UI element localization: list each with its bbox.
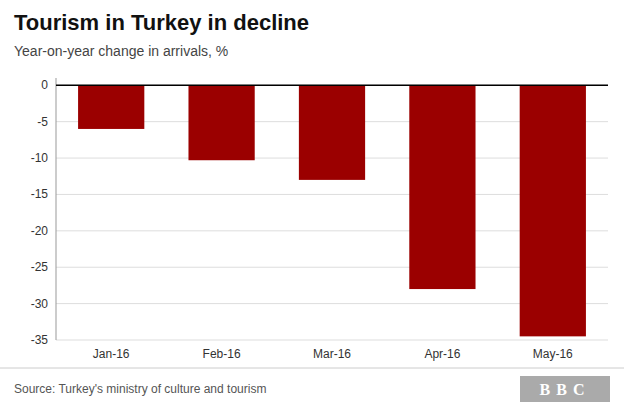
y-tick-label: -5 [37, 115, 48, 129]
bar [78, 85, 144, 129]
bar [520, 85, 586, 336]
y-tick-label: -15 [31, 187, 49, 201]
grid-line [56, 340, 608, 341]
title: Tourism in Turkey in decline [14, 10, 309, 35]
separator [0, 368, 624, 369]
subtitle: Year-on-year change in arrivals, % [14, 43, 228, 59]
zero-line [56, 85, 608, 87]
bar [299, 85, 365, 180]
x-tick-label: Apr-16 [424, 347, 460, 361]
x-tick-label: Jan-16 [93, 347, 130, 361]
chart-container: Tourism in Turkey in decline Year-on-year… [0, 0, 624, 409]
bar [409, 85, 475, 289]
grid [56, 85, 608, 340]
x-tick-label: Feb-16 [203, 347, 241, 361]
x-tick-label: Mar-16 [313, 347, 351, 361]
y-tick-label: 0 [41, 78, 48, 92]
logo-text: BBC [540, 381, 591, 398]
grid-line [56, 85, 608, 86]
chart-svg: Tourism in Turkey in decline Year-on-year… [0, 0, 624, 409]
source: Source: Turkey's ministry of culture and… [14, 382, 266, 396]
bar [188, 85, 254, 160]
y-tick-label: -35 [31, 333, 49, 347]
logo: BBC [520, 376, 610, 402]
y-tick-label: -25 [31, 260, 49, 274]
y-tick-label: -20 [31, 224, 49, 238]
logo-box [520, 376, 610, 402]
bars [78, 85, 586, 336]
y-axis-line [56, 78, 57, 340]
y-tick-label: -10 [31, 151, 49, 165]
x-tick-label: May-16 [533, 347, 573, 361]
y-tick-label: -30 [31, 297, 49, 311]
